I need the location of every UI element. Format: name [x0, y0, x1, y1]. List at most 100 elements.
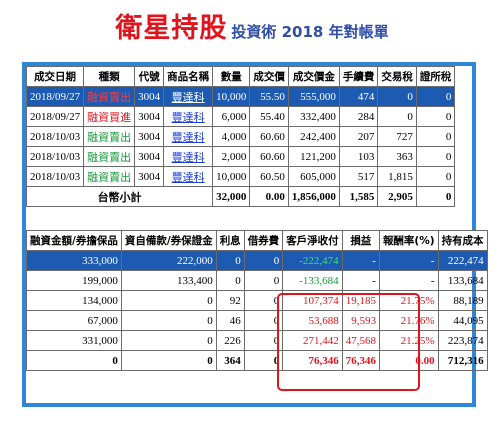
trade-row[interactable]: 2018/10/03 融資賣出 3004 豐達科 10,000 60.50 60…: [25, 166, 456, 187]
col-interest: 利息: [215, 230, 245, 251]
return-rate: -: [378, 270, 439, 291]
return-rate: 21.76%: [378, 310, 439, 331]
trade-date: 2018/10/03: [25, 146, 85, 167]
trade-date: 2018/09/27: [25, 86, 85, 107]
trade-amount: 242,400: [287, 126, 340, 147]
trade-amount: 605,000: [287, 166, 340, 187]
net-payment: 271,442: [282, 330, 343, 351]
total-net-payment: 76,346: [282, 350, 343, 371]
trade-fee: 517: [338, 166, 379, 187]
trade-tax: 0: [377, 106, 417, 127]
brand-title: 衛星持股: [115, 13, 228, 44]
net-payment: -133,684: [282, 270, 343, 291]
self-funded: 0: [120, 290, 217, 311]
total-holding-cost: 712,316: [437, 350, 488, 371]
trade-amount: 555,000: [287, 86, 340, 107]
holding-cost: 223,874: [437, 330, 488, 351]
trade-amount: 121,200: [287, 146, 340, 167]
total-cgt: 0: [415, 186, 456, 207]
trade-cgt: 0: [415, 106, 456, 127]
trade-date: 2018/10/03: [25, 126, 85, 147]
borrow-fee: 0: [243, 330, 284, 351]
margin-amount: 331,000: [26, 330, 122, 351]
product-link[interactable]: 豐達科: [163, 166, 214, 187]
product-link[interactable]: 豐達科: [163, 86, 214, 107]
interest: 92: [215, 290, 245, 311]
trade-type: 融資買進: [83, 106, 136, 127]
self-funded: 0: [120, 310, 217, 331]
trade-code: 3004: [134, 126, 165, 147]
product-link[interactable]: 豐達科: [163, 146, 214, 167]
settlement-row[interactable]: 134,000 0 92 0 107,374 19,185 21.75% 88,…: [26, 290, 488, 311]
trade-cgt: 0: [415, 146, 456, 167]
trade-qty: 4,000: [212, 126, 251, 147]
settlement-total-row: 0 0 364 0 76,346 76,346 0.00 712,316: [26, 350, 488, 371]
net-payment: 53,688: [282, 310, 343, 331]
col-borrow-fee: 借券費: [243, 230, 284, 251]
trade-fee: 103: [338, 146, 379, 167]
settlement-row[interactable]: 331,000 0 226 0 271,442 47,568 21.25% 22…: [26, 330, 488, 351]
holding-cost: 133,684: [437, 270, 488, 291]
total-return-rate: 0.00: [378, 350, 439, 371]
borrow-fee: 0: [243, 290, 284, 311]
holding-cost: 222,474: [437, 250, 488, 271]
trade-qty: 2,000: [212, 146, 251, 167]
total-pnl: 76,346: [341, 350, 380, 371]
holding-cost: 44,095: [437, 310, 488, 331]
margin-amount: 333,000: [26, 250, 122, 271]
trade-fee: 207: [338, 126, 379, 147]
settlement-row[interactable]: 333,000 222,000 0 0 -222,474 - - 222,474: [26, 250, 488, 271]
trade-price: 60.50: [249, 166, 289, 187]
col-net-payment: 客戶淨收付: [282, 230, 343, 251]
trade-amount: 332,400: [287, 106, 340, 127]
trade-code: 3004: [134, 86, 165, 107]
total-interest: 364: [215, 350, 245, 371]
col-code: 代號: [134, 66, 165, 87]
col-trade-date: 成交日期: [25, 66, 85, 87]
holding-cost: 88,189: [437, 290, 488, 311]
trade-cgt: 0: [415, 166, 456, 187]
report-title: 衛星持股 投資術 2018 年對帳單: [0, 6, 504, 45]
interest: 226: [215, 330, 245, 351]
col-price: 成交價: [249, 66, 289, 87]
total-qty: 32,000: [212, 186, 251, 207]
net-payment: 107,374: [282, 290, 343, 311]
trade-row[interactable]: 2018/10/03 融資賣出 3004 豐達科 4,000 60.60 242…: [25, 126, 456, 147]
trade-row[interactable]: 2018/10/03 融資賣出 3004 豐達科 2,000 60.60 121…: [25, 146, 456, 167]
return-rate: 21.25%: [378, 330, 439, 351]
trade-price: 60.60: [249, 146, 289, 167]
subtotal-label: 台幣小計: [25, 186, 214, 207]
return-rate: -: [378, 250, 439, 271]
product-link[interactable]: 豐達科: [163, 126, 214, 147]
total-amount: 1,856,000: [287, 186, 340, 207]
self-funded: 0: [120, 330, 217, 351]
margin-amount: 67,000: [26, 310, 122, 331]
settlement-row[interactable]: 67,000 0 46 0 53,688 9,593 21.76% 44,095: [26, 310, 488, 331]
trade-total-row: 台幣小計 32,000 0.00 1,856,000 1,585 2,905 0: [25, 186, 456, 207]
total-self-funded: 0: [120, 350, 217, 371]
pnl: -: [341, 250, 380, 271]
self-funded: 222,000: [120, 250, 217, 271]
total-tax: 2,905: [377, 186, 417, 207]
col-return-rate: 報酬率(%): [378, 230, 439, 251]
trade-fee: 284: [338, 106, 379, 127]
trade-cgt: 0: [415, 126, 456, 147]
interest: 46: [215, 310, 245, 331]
trade-row[interactable]: 2018/09/27 融資買進 3004 豐達科 6,000 55.40 332…: [25, 106, 456, 127]
col-amount: 成交價金: [287, 66, 340, 87]
total-margin-amount: 0: [26, 350, 122, 371]
margin-amount: 134,000: [26, 290, 122, 311]
product-link[interactable]: 豐達科: [163, 106, 214, 127]
settlement-row[interactable]: 199,000 133,400 0 0 -133,684 - - 133,684: [26, 270, 488, 291]
total-fee: 1,585: [338, 186, 379, 207]
pnl: 19,185: [341, 290, 380, 311]
col-type: 種類: [83, 66, 136, 87]
trade-code: 3004: [134, 166, 165, 187]
trade-row[interactable]: 2018/09/27 融資賣出 3004 豐達科 10,000 55.50 55…: [25, 86, 456, 107]
net-payment: -222,474: [282, 250, 343, 271]
col-self-funded: 資自備款/券保證金: [120, 230, 217, 251]
trade-tax: 727: [377, 126, 417, 147]
trade-date: 2018/10/03: [25, 166, 85, 187]
return-rate: 21.75%: [378, 290, 439, 311]
col-pnl: 損益: [341, 230, 380, 251]
